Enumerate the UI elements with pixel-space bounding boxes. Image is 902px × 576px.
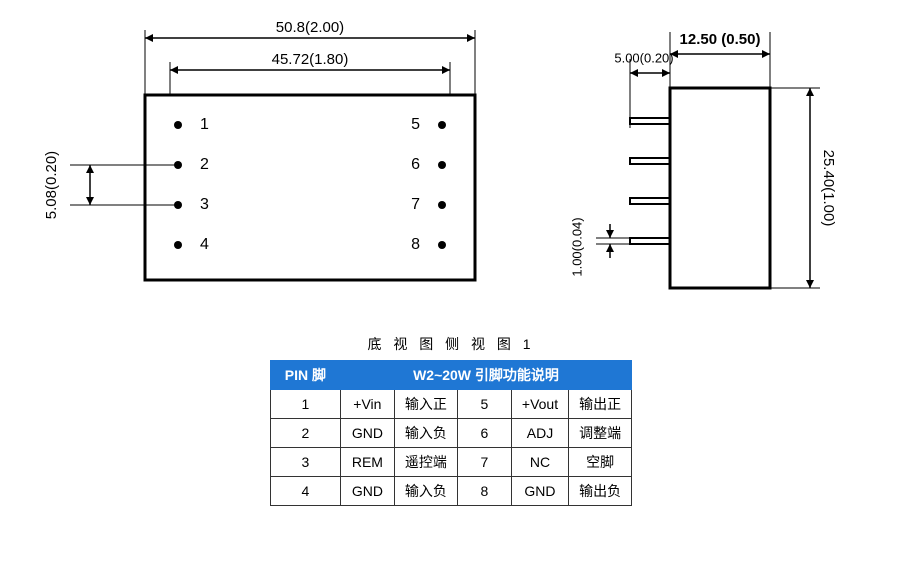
table-cell: REM xyxy=(340,448,394,477)
table-cell: 输入负 xyxy=(394,419,457,448)
svg-text:8: 8 xyxy=(411,236,420,253)
table-cell: 8 xyxy=(457,477,511,506)
svg-text:45.72(1.80): 45.72(1.80) xyxy=(272,51,349,68)
table-cell: 空脚 xyxy=(569,448,632,477)
table-cell: 输出正 xyxy=(569,390,632,419)
table-row: 4GND输入负8GND输出负 xyxy=(270,477,631,506)
svg-text:5.00(0.20): 5.00(0.20) xyxy=(614,50,673,65)
table-cell: 遥控端 xyxy=(394,448,457,477)
svg-text:50.8(2.00): 50.8(2.00) xyxy=(276,19,344,36)
svg-text:7: 7 xyxy=(411,196,420,213)
svg-text:1.00(0.04): 1.00(0.04) xyxy=(569,217,584,276)
table-row: 3REM遥控端7NC空脚 xyxy=(270,448,631,477)
svg-text:1: 1 xyxy=(200,116,209,133)
svg-text:5: 5 xyxy=(411,116,420,133)
table-row: 1+Vin输入正5+Vout输出正 xyxy=(270,390,631,419)
table-cell: NC xyxy=(511,448,568,477)
table-cell: 2 xyxy=(270,419,340,448)
table-cell: 4 xyxy=(270,477,340,506)
table-cell: 5 xyxy=(457,390,511,419)
mechanical-drawings: 50.8(2.00) 45.72(1.80) 5.08(0.20) 1 2 3 4 5 6 7 8 1… xyxy=(10,10,890,330)
table-cell: GND xyxy=(511,477,568,506)
table-cell: 调整端 xyxy=(569,419,632,448)
table-cell: 输入正 xyxy=(394,390,457,419)
table-row: 2GND输入负6ADJ调整端 xyxy=(270,419,631,448)
svg-text:25.40(1.00): 25.40(1.00) xyxy=(820,150,837,227)
table-cell: 7 xyxy=(457,448,511,477)
table-cell: 输出负 xyxy=(569,477,632,506)
table-cell: ADJ xyxy=(511,419,568,448)
table-cell: +Vin xyxy=(340,390,394,419)
pin-function-table: PIN 脚 W2~20W 引脚功能说明 1+Vin输入正5+Vout输出正2GN… xyxy=(270,360,632,506)
table-cell: GND xyxy=(340,419,394,448)
svg-text:5.08(0.20): 5.08(0.20) xyxy=(43,151,60,219)
th-pin: PIN 脚 xyxy=(270,361,340,390)
svg-text:2: 2 xyxy=(200,156,209,173)
svg-text:4: 4 xyxy=(200,236,209,253)
table-cell: 1 xyxy=(270,390,340,419)
table-cell: 6 xyxy=(457,419,511,448)
th-desc: W2~20W 引脚功能说明 xyxy=(340,361,631,390)
svg-text:3: 3 xyxy=(200,196,209,213)
table-cell: 3 xyxy=(270,448,340,477)
table-cell: +Vout xyxy=(511,390,568,419)
figure-caption: 底 视 图 侧 视 图 1 xyxy=(10,334,892,354)
table-cell: GND xyxy=(340,477,394,506)
svg-text:12.50 (0.50): 12.50 (0.50) xyxy=(680,31,761,48)
table-cell: 输入负 xyxy=(394,477,457,506)
svg-text:6: 6 xyxy=(411,156,420,173)
